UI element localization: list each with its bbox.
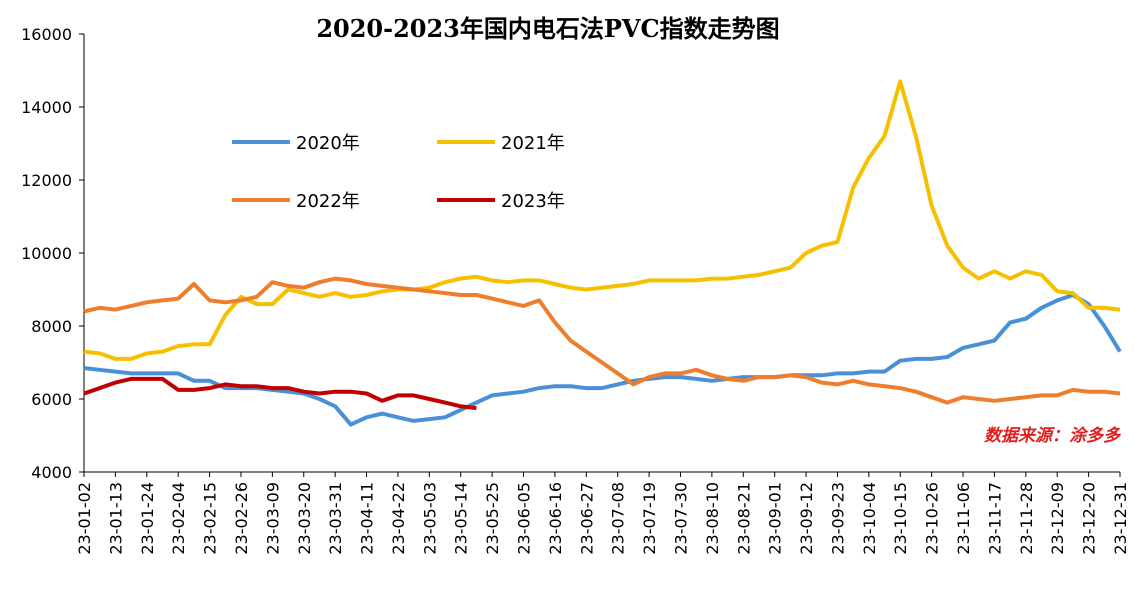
chart-title: 2020-2023年国内电石法PVC指数走势图 [316,14,779,43]
y-tick-label: 6000 [31,390,72,409]
y-tick-label: 14000 [21,98,72,117]
x-tick-label: 23-03-09 [263,482,282,555]
y-tick-label: 12000 [21,171,72,190]
source-note: 数据来源：涂多多 [984,426,1122,446]
x-tick-label: 23-12-31 [1111,482,1130,555]
x-tick-label: 23-06-05 [515,482,534,555]
x-tick-label: 23-09-12 [797,482,816,555]
x-tick-label: 23-01-24 [138,482,157,555]
x-tick-label: 23-09-23 [828,482,847,555]
x-tick-label: 23-11-17 [985,482,1004,555]
x-tick-label: 23-06-27 [577,482,596,555]
x-tick-label: 23-08-10 [703,482,722,555]
series-line [83,276,1121,405]
series-line [83,293,1122,427]
x-tick-label: 23-07-30 [671,482,690,555]
legend-label: 2023年 [501,191,565,212]
x-tick-label: 23-11-06 [954,482,973,555]
legend-label: 2022年 [296,191,360,212]
x-tick-label: 23-02-15 [201,482,220,555]
x-tick-label: 23-02-26 [232,482,251,555]
legend-label: 2020年 [296,133,360,154]
x-tick-label: 23-01-13 [106,482,125,555]
x-tick-label: 23-10-04 [860,482,879,555]
x-tick-label: 23-11-28 [1017,482,1036,555]
x-tick-label: 23-05-14 [452,482,471,555]
x-tick-label: 23-07-08 [609,482,628,555]
x-tick-label: 23-01-02 [75,482,94,555]
x-tick-label: 23-07-19 [640,482,659,555]
x-tick-label: 23-06-16 [546,482,565,555]
x-tick-label: 23-03-31 [326,482,345,555]
x-tick-label: 23-04-11 [358,482,377,555]
x-tick-label: 23-10-15 [891,482,910,555]
y-tick-label: 16000 [21,25,72,44]
y-tick-label: 10000 [21,244,72,263]
x-tick-label: 23-05-03 [420,482,439,555]
x-tick-label: 23-05-25 [483,482,502,555]
y-tick-label: 8000 [31,317,72,336]
x-tick-label: 23-03-20 [295,482,314,555]
y-tick-label: 4000 [31,463,72,482]
series-line [83,376,477,411]
legend-label: 2021年 [501,133,565,154]
x-tick-label: 23-09-01 [766,482,785,555]
x-tick-label: 23-10-26 [923,482,942,555]
x-tick-label: 23-12-20 [1080,482,1099,555]
x-tick-label: 23-02-04 [169,482,188,555]
x-tick-label: 23-04-22 [389,482,408,555]
x-tick-label: 23-08-21 [734,482,753,555]
x-tick-label: 23-12-09 [1048,482,1067,555]
series-line [83,79,1121,361]
